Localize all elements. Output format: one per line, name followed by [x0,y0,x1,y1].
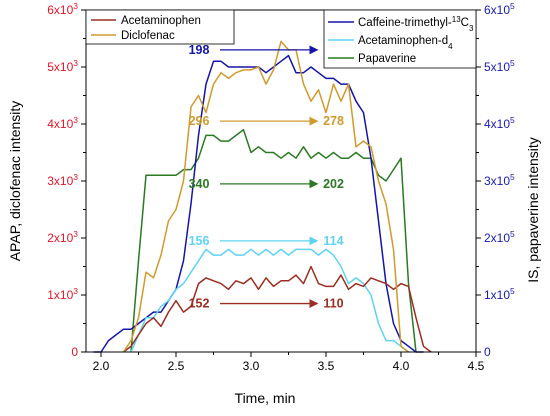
annotation-from-label: 152 [189,297,210,311]
legend-entry-label: Caffeine-trimethyl-13C3 [358,15,474,33]
y-right-tick-label: 2x105 [484,229,515,245]
y-axis-left-label: APAP, diclofenac intensity [7,101,23,262]
annotation-from-label: 296 [189,114,210,128]
series-line-diclofenac [122,40,409,353]
axes-layer: 2.0 2.5 3.0 3.5 4.0 4.501x1032x1033x1034x1035… [47,1,515,373]
y-axis-right-label: IS, papaverine intensity [525,137,541,283]
legend-entry-label: Diclofenac [121,30,175,42]
series-layer [93,40,432,353]
y-right-tick-label: 6x105 [484,1,515,17]
annotation-to-label: 202 [323,177,344,191]
series-line-acetaminophen [123,265,432,353]
y-left-tick-label: 3x103 [47,172,78,188]
y-left-tick-label: 4x103 [47,115,78,131]
y-right-tick-label: 3x105 [484,172,515,188]
y-right-tick-label: 0 [484,345,491,359]
x-axis-label: Time, min [235,390,296,406]
y-left-tick-label: 0 [71,345,78,359]
x-tick-label: 4.0 [393,359,410,373]
legend-left-box [85,9,235,45]
y-left-tick-label: 2x103 [47,229,78,245]
y-right-tick-label: 1x105 [484,286,515,302]
annotation-from-label: 340 [189,177,210,191]
legend-entry-label: Papaverine [358,53,416,65]
y-right-tick-label: 4x105 [484,115,515,131]
y-left-tick-label: 6x103 [47,1,78,17]
x-tick-label: 3.0 [243,359,260,373]
y-left-tick-label: 1x103 [47,286,78,302]
annotation-from-label: 156 [189,234,210,248]
annotation-to-label: 114 [323,234,343,248]
y-left-tick-label: 5x103 [47,58,78,74]
legend-layer: Acetaminophen Diclofenac Caffeine-trimethy… [85,9,477,69]
legend-entry-label: Acetaminophen [121,15,201,27]
x-tick-label: 4.5 [468,359,485,373]
annotation-from-label: 198 [189,43,210,57]
annotation-to-label: 110 [323,297,343,311]
series-line-acetaminophen-d4 [130,248,409,353]
x-tick-label: 2.0 [93,359,110,373]
annotation-to-label: 278 [323,114,344,128]
x-tick-label: 3.5 [318,359,335,373]
legend-entry-label: Acetaminophen-d4 [358,35,453,51]
x-tick-label: 2.5 [168,359,185,373]
y-right-tick-label: 5x105 [484,58,515,74]
